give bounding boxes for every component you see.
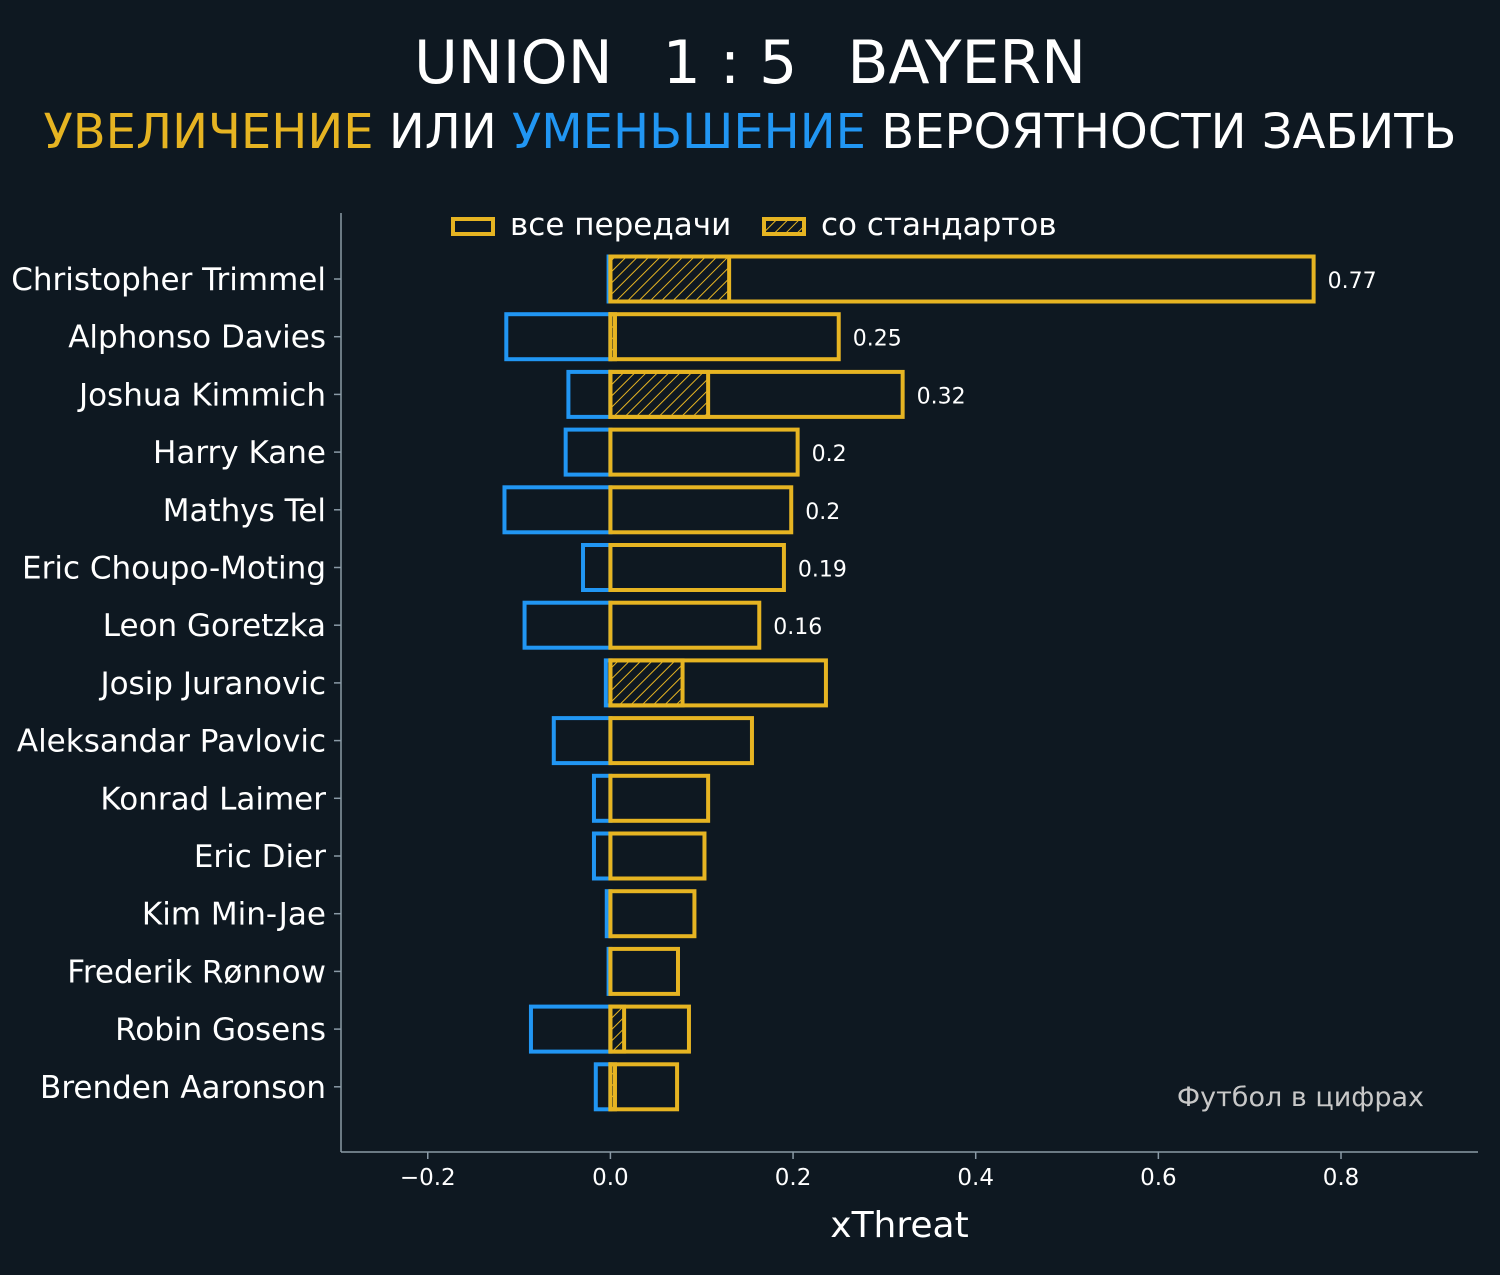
- player-label: Alphonso Davies: [68, 320, 326, 356]
- bars-layer: 0.77 0.25 0.32 0.2 0.2 0.19 0.16: [502, 254, 1377, 1112]
- legend-swatch-set-pieces: [762, 217, 806, 236]
- value-label: 0.2: [805, 500, 840, 525]
- value-label: 0.25: [853, 327, 902, 352]
- player-label: Robin Gosens: [115, 1012, 326, 1048]
- x-tick-label: 0.0: [592, 1165, 629, 1191]
- subtitle-rest: ВЕРОЯТНОСТИ ЗАБИТЬ: [866, 104, 1457, 160]
- all-passes-bar: [608, 1062, 680, 1112]
- player-label: Christopher Trimmel: [11, 262, 326, 298]
- all-passes-bar: [608, 658, 828, 708]
- all-passes-bar: [608, 889, 697, 939]
- x-tick-label: 0.2: [775, 1165, 812, 1191]
- legend-label-set-pieces: со стандартов: [821, 207, 1057, 243]
- subtitle-or: ИЛИ: [373, 104, 512, 160]
- all-passes-bar: [608, 369, 905, 419]
- credit-watermark: Футбол в цифрах: [1177, 1082, 1424, 1113]
- value-label: 0.77: [1328, 269, 1377, 294]
- decrease-bar: [591, 773, 613, 823]
- value-label: 0.19: [798, 558, 847, 583]
- x-tick-label: 0.8: [1323, 1165, 1360, 1191]
- set-piece-bar: [608, 254, 732, 304]
- all-passes-bar: [608, 716, 754, 766]
- value-label: 0.2: [812, 442, 847, 467]
- player-label: Kim Min-Jae: [142, 897, 326, 933]
- all-passes-bar: [608, 773, 711, 823]
- all-passes-bar: [608, 831, 707, 881]
- player-label: Aleksandar Pavlovic: [17, 724, 326, 760]
- legend-swatch-all-passes: [451, 217, 495, 236]
- all-passes-bar: [608, 485, 794, 535]
- player-label: Josip Juranovic: [98, 666, 326, 702]
- set-piece-bar: [608, 369, 711, 419]
- player-label: Frederik Rønnow: [67, 954, 326, 990]
- decrease-bar: [563, 427, 613, 477]
- decrease-bar: [581, 543, 613, 592]
- subtitle-decrease: УМЕНЬШЕНИЕ: [512, 104, 866, 160]
- player-label: Joshua Kimmich: [77, 377, 326, 413]
- decrease-bar: [504, 312, 613, 362]
- match-title: UNION 1 : 5 BAYERN: [0, 28, 1500, 98]
- x-axis-title: xThreat: [830, 1205, 968, 1246]
- legend-label-all-passes: все передачи: [510, 207, 731, 243]
- player-label: Eric Dier: [194, 839, 326, 875]
- chart-legend: все передачи со стандартов: [451, 207, 1057, 243]
- away-team: BAYERN: [847, 28, 1086, 98]
- decrease-bar: [593, 1062, 613, 1112]
- match-score: 1 : 5: [662, 28, 798, 98]
- player-label: Leon Goretzka: [103, 608, 326, 644]
- decrease-bar: [551, 716, 613, 766]
- player-label: Eric Choupo-Moting: [22, 551, 326, 587]
- player-label: Brenden Aaronson: [40, 1070, 326, 1106]
- value-label: 0.16: [773, 615, 822, 640]
- axes-layer: Christopher Trimmel Alphonso Davies Joshua…: [11, 213, 1478, 1246]
- all-passes-bar: [608, 1004, 691, 1054]
- chart-subtitle: УВЕЛИЧЕНИЕ ИЛИ УМЕНЬШЕНИЕ ВЕРОЯТНОСТИ ЗА…: [0, 104, 1500, 160]
- decrease-bar: [522, 600, 613, 650]
- all-passes-bar: [608, 600, 762, 650]
- value-label: 0.32: [917, 384, 966, 409]
- all-passes-bar: [608, 543, 786, 592]
- x-tick-label: −0.2: [400, 1165, 456, 1191]
- decrease-bar: [528, 1004, 613, 1054]
- subtitle-increase: УВЕЛИЧЕНИЕ: [43, 104, 374, 160]
- all-passes-bar: [608, 254, 1316, 304]
- all-passes-bar: [608, 427, 800, 477]
- decrease-bar: [591, 831, 613, 881]
- player-label: Mathys Tel: [163, 493, 326, 529]
- decrease-bar: [566, 369, 613, 419]
- x-tick-label: 0.6: [1140, 1165, 1177, 1191]
- home-team: UNION: [413, 28, 613, 98]
- x-tick-label: 0.4: [957, 1165, 994, 1191]
- all-passes-bar: [608, 946, 680, 996]
- all-passes-bar: [608, 312, 841, 362]
- decrease-bar: [502, 485, 613, 535]
- player-label: Konrad Laimer: [100, 781, 326, 817]
- set-piece-bar: [608, 1004, 627, 1054]
- set-piece-bar: [608, 658, 685, 708]
- player-label: Harry Kane: [153, 435, 326, 471]
